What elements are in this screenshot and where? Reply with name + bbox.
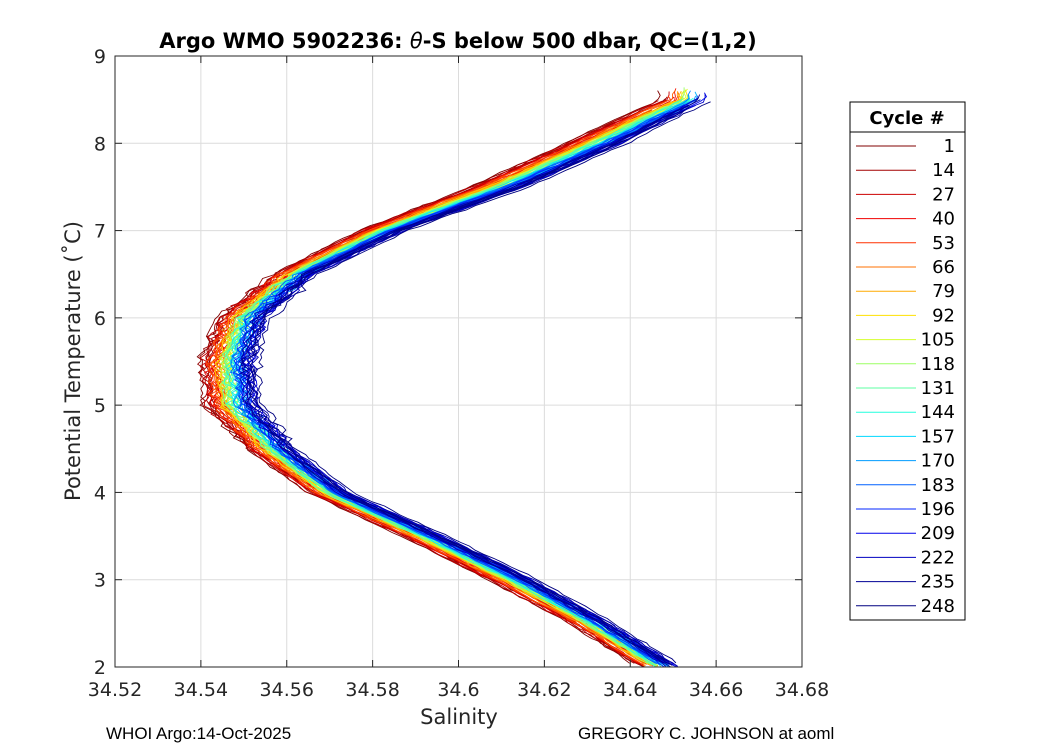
y-tick-label: 2 [94, 657, 106, 679]
cycle-profile-line [233, 110, 672, 668]
legend-label: 40 [932, 209, 955, 230]
x-tick-label: 34.54 [174, 679, 228, 701]
cycle-profile-line [205, 100, 668, 664]
cycle-profile-line [214, 100, 676, 666]
legend-label: 14 [932, 160, 955, 181]
cycle-profile-line [254, 101, 711, 664]
legend-label: 79 [932, 281, 955, 302]
legend-label: 157 [921, 426, 955, 447]
legend-label: 131 [921, 378, 955, 399]
legend-label: 105 [921, 330, 955, 351]
cycle-profile-line [229, 112, 665, 665]
legend-label: 53 [932, 233, 955, 254]
footer-credit-right: GREGORY C. JOHNSON at aoml [578, 724, 835, 743]
y-tick-label: 6 [94, 308, 106, 330]
cycle-profile-line [246, 109, 685, 666]
cycle-profile-line [238, 97, 699, 668]
y-tick-label: 8 [94, 133, 106, 155]
cycle-profile-line [249, 110, 684, 667]
x-tick-label: 34.6 [437, 679, 479, 701]
legend-label: 118 [921, 354, 955, 375]
y-tick-label: 3 [94, 570, 106, 592]
legend-label: 196 [921, 499, 955, 520]
legend-label: 27 [932, 184, 955, 205]
plot-area: 34.52 34.54 34.56 34.58 34.6 34.62 34.64 34.66 3… [88, 46, 829, 701]
profile-curves [196, 87, 711, 668]
legend-label: 170 [921, 451, 955, 472]
cycle-profile-line [224, 98, 683, 667]
x-tick-label: 34.64 [603, 679, 657, 701]
cycle-profile-line [199, 100, 659, 663]
legend-label: 66 [932, 257, 955, 278]
y-tick-label: 4 [94, 482, 106, 504]
legend-label: 209 [921, 523, 955, 544]
x-tick-label: 34.58 [345, 679, 399, 701]
cycle-profile-line [226, 98, 689, 664]
legend-label: 183 [921, 475, 955, 496]
legend-title: Cycle # [869, 108, 944, 129]
x-tick-label: 34.66 [689, 679, 743, 701]
y-axis-label: Potential Temperature (˚C) [61, 221, 85, 501]
x-tick-label: 34.62 [517, 679, 571, 701]
x-axis-label: Salinity [420, 705, 498, 729]
y-tick-label: 7 [94, 221, 106, 243]
legend-label: 235 [921, 572, 955, 593]
y-tick-label: 9 [94, 46, 106, 68]
legend-label: 222 [921, 547, 955, 568]
x-tick-label: 34.52 [88, 679, 142, 701]
cycle-profile-line [241, 94, 701, 668]
legend: Cycle # 1 14 27 40 53 66 79 92 105 118 131 144 157 17… [849, 101, 966, 621]
cycle-profile-line [210, 105, 661, 667]
cycle-profile-line [217, 106, 666, 664]
axis-ticks: 34.52 34.54 34.56 34.58 34.6 34.62 34.64 34.66 3… [88, 46, 829, 701]
legend-label: 92 [932, 305, 955, 326]
legend-label: 1 [944, 136, 955, 157]
x-tick-label: 34.56 [260, 679, 314, 701]
legend-label: 144 [921, 402, 955, 423]
chart-title: Argo WMO 5902236: θ-S below 500 dbar, QC… [159, 29, 756, 53]
y-tick-label: 5 [94, 395, 106, 417]
x-tick-label: 34.68 [775, 679, 829, 701]
legend-label: 248 [921, 596, 955, 617]
footer-credit-left: WHOI Argo:14-Oct-2025 [106, 724, 292, 743]
